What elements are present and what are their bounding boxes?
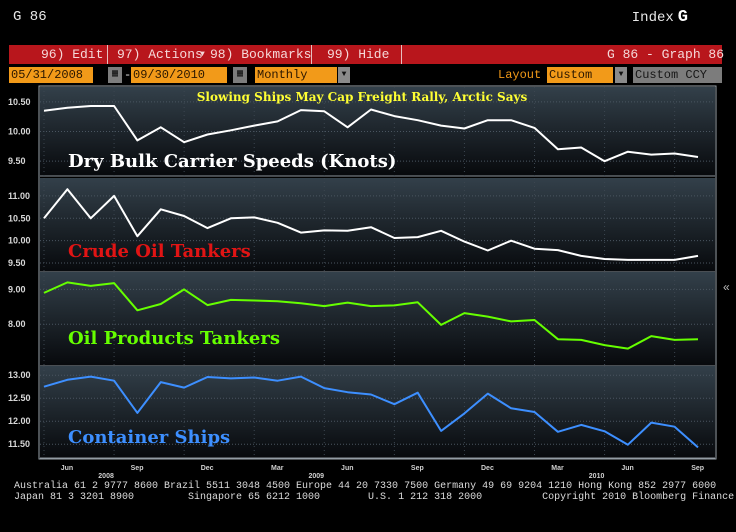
- x-tick-label: Dec: [201, 465, 214, 472]
- panel-background: [40, 178, 715, 272]
- panel-background: [40, 272, 715, 366]
- x-tick-label: Dec: [481, 465, 494, 472]
- index-text: Index: [631, 10, 674, 26]
- series-label: Oil Products Tankers: [68, 328, 280, 349]
- y-tick-label: 11.00: [8, 191, 30, 201]
- series-line: [43, 188, 699, 261]
- x-year-label: 2010: [589, 473, 605, 480]
- series-label: Dry Bulk Carrier Speeds (Knots): [68, 151, 396, 172]
- series-label: Crude Oil Tankers: [68, 241, 251, 262]
- series-line: [43, 281, 699, 350]
- x-tick-label: Sep: [411, 465, 424, 472]
- frequency-select[interactable]: Monthly: [255, 67, 337, 83]
- y-tick-label: 11.50: [8, 439, 30, 449]
- menu-separator: [401, 45, 402, 64]
- ticker-label: G 86: [13, 9, 47, 25]
- x-tick-label: Jun: [341, 465, 353, 472]
- footer-contacts-line1: Australia 61 2 9777 8600 Brazil 5511 304…: [14, 481, 717, 492]
- y-tick-label: 9.50: [8, 156, 26, 166]
- y-tick-label: 8.00: [8, 319, 26, 329]
- series-line: [43, 105, 699, 163]
- y-tick-label: 9.50: [8, 258, 26, 268]
- actions-menu[interactable]: 97) Actions: [117, 47, 203, 62]
- y-tick-label: 10.50: [8, 97, 31, 107]
- series-line: [43, 375, 699, 449]
- x-tick-label: Sep: [691, 465, 704, 472]
- y-tick-label: 13.00: [8, 370, 31, 380]
- date-separator: -: [124, 68, 132, 82]
- calendar-icon[interactable]: ▦: [108, 67, 122, 83]
- series-label: Container Ships: [68, 427, 230, 448]
- toolbar: 05/31/2008 ▦ - 09/30/2010 ▦ Monthly ▼ La…: [9, 66, 722, 84]
- menu-separator: [311, 45, 312, 64]
- layout-select[interactable]: Custom: [547, 67, 613, 83]
- edit-menu[interactable]: 96) Edit: [41, 47, 104, 62]
- calendar-icon[interactable]: ▦: [233, 67, 247, 83]
- x-tick-label: Sep: [131, 465, 144, 472]
- y-tick-label: 10.50: [8, 213, 31, 223]
- x-tick-label: Mar: [271, 465, 284, 472]
- graph-id-label: G 86 - Graph 86: [607, 47, 725, 62]
- x-tick-label: Jun: [621, 465, 633, 472]
- chart-title: Slowing Ships May Cap Freight Rally, Arc…: [197, 90, 528, 104]
- chevron-down-icon[interactable]: ▼: [338, 67, 350, 83]
- actions-dropdown-icon[interactable]: ▼: [200, 50, 205, 59]
- chevron-down-icon[interactable]: ▼: [615, 67, 627, 83]
- collapse-arrow-icon[interactable]: «: [723, 280, 730, 294]
- x-tick-label: Mar: [551, 465, 564, 472]
- hide-menu[interactable]: 99) Hide: [327, 47, 390, 62]
- y-tick-label: 12.00: [8, 416, 31, 426]
- y-tick-label: 12.50: [8, 393, 31, 403]
- currency-select[interactable]: Custom CCY: [633, 67, 722, 83]
- x-year-label: 2009: [308, 473, 324, 480]
- footer-contacts-line2: Japan 81 3 3201 8900 Singapore 65 6212 1…: [14, 492, 736, 503]
- index-key: G: [677, 8, 688, 27]
- x-tick-label: Jun: [61, 465, 73, 472]
- menu-bar: 96) Edit 97) Actions ▼ 98) Bookmarks 99)…: [9, 45, 725, 64]
- chart-frame: [38, 85, 717, 460]
- bookmarks-menu[interactable]: 98) Bookmarks: [210, 47, 312, 62]
- index-label: Index G: [632, 8, 688, 27]
- start-date-field[interactable]: 05/31/2008: [9, 67, 93, 83]
- y-tick-label: 10.00: [8, 127, 31, 137]
- panel-background: [40, 366, 715, 458]
- y-tick-label: 10.00: [8, 236, 31, 246]
- end-date-field[interactable]: 09/30/2010: [131, 67, 227, 83]
- footer: Australia 61 2 9777 8600 Brazil 5511 304…: [14, 481, 736, 503]
- layout-label: Layout: [498, 68, 542, 82]
- x-year-label: 2008: [98, 473, 114, 480]
- menu-separator: [107, 45, 108, 64]
- y-tick-label: 9.00: [8, 284, 26, 294]
